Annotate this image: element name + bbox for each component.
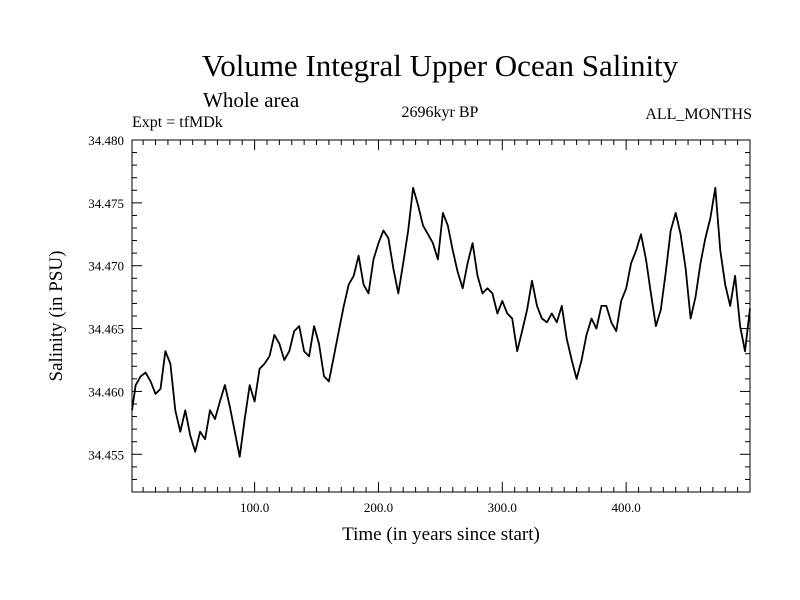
period-label: 2696kyr BP [401,104,479,121]
x-tick-label: 400.0 [612,500,641,515]
chart-subtitle: Whole area [203,88,300,112]
y-tick-label: 34.460 [88,384,124,399]
experiment-label: Expt = tfMDk [132,114,223,131]
y-tick-label: 34.470 [88,259,124,274]
chart-title: Volume Integral Upper Ocean Salinity [201,48,679,83]
y-tick-label: 34.455 [88,447,124,462]
y-tick-label: 34.480 [88,133,124,148]
x-tick-label: 200.0 [364,500,393,515]
months-label: ALL_MONTHS [645,106,752,123]
y-tick-label: 34.475 [88,196,124,211]
plot-frame [131,139,751,493]
x-tick-label: 100.0 [240,500,269,515]
x-axis-label: Time (in years since start) [342,524,540,545]
y-tick-label: 34.465 [88,322,124,337]
x-tick-label: 300.0 [488,500,517,515]
axis-ticks [132,140,750,492]
y-axis-label: Salinity (in PSU) [46,251,67,382]
axis-tick-labels: 100.0 200.0 300.0 400.0 34.455 34.460 34.465 34… [88,133,641,515]
salinity-series-line [131,186,751,458]
